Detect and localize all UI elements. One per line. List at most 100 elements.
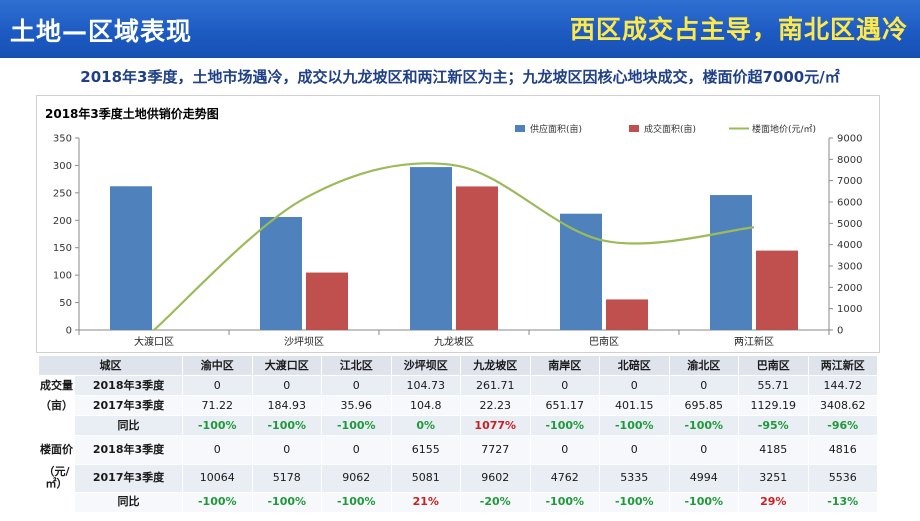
right-axis-tick-label: 8000: [837, 155, 862, 166]
legend-supply-label: 供应面积(亩): [530, 123, 582, 135]
supply-bar: [560, 213, 602, 330]
table-cell: -100%: [251, 415, 322, 437]
row-label: 2018年3季度: [74, 375, 183, 397]
category-label: 大渡口区: [134, 335, 174, 348]
table-cell: 4816: [807, 435, 878, 465]
deal-bar: [756, 250, 798, 330]
table-cell: 10064: [182, 463, 253, 493]
table-row: 同比 -100% -100% -100% 0% 1077% -100% -100% -100%…: [38, 415, 878, 437]
right-axis-tick-label: 4000: [837, 240, 862, 251]
table-cell: 104.8: [390, 395, 461, 417]
right-axis-tick-label: 3000: [837, 262, 862, 273]
table-cell: -100%: [182, 415, 253, 437]
table-cell: 0: [182, 375, 253, 397]
table-cell: 29%: [738, 491, 809, 514]
table-header-row: 城区 渝中区 大渡口区 江北区 沙坪坝区 九龙坡区 南岸区 北碚区 渝北区 巴南区 两江新区: [38, 354, 878, 377]
left-axis-tick-label: 100: [53, 271, 72, 282]
table-cell: 0: [321, 375, 392, 397]
table-cell: 0%: [390, 415, 461, 437]
table-cell: 6155: [390, 435, 461, 465]
table-header-cell: 渝中区: [182, 354, 253, 377]
table-cell: -96%: [807, 415, 878, 437]
legend-deal-swatch: [629, 125, 639, 132]
table-cell: 0: [321, 435, 392, 465]
row-label: 2017年3季度: [74, 463, 183, 493]
price-unit-label: （元/㎡）: [38, 463, 75, 493]
table-cell: -100%: [529, 491, 600, 514]
table-cell: 4762: [529, 463, 600, 493]
table-header-cell: 巴南区: [738, 354, 809, 377]
legend-deal-label: 成交面积(亩): [644, 123, 696, 135]
left-axis-tick-label: 50: [59, 298, 72, 309]
table-cell: 5536: [807, 463, 878, 493]
table-cell: 3251: [738, 463, 809, 493]
table-cell: 0: [668, 435, 739, 465]
table-cell: 0: [182, 435, 253, 465]
table-cell: 5335: [599, 463, 670, 493]
table-cell: 4994: [668, 463, 739, 493]
blank-cell: [38, 491, 75, 514]
page-title: 土地—区域表现: [10, 17, 193, 46]
right-axis-tick-label: 1000: [837, 304, 862, 315]
table-row: 成交量 2018年3季度 0 0 0 104.73 261.71 0 0 0 55.71 144.…: [38, 375, 878, 397]
table-cell: -100%: [668, 491, 739, 514]
deal-bar: [606, 299, 648, 330]
deal-group-label: 成交量: [38, 375, 75, 397]
row-label: 2018年3季度: [74, 435, 183, 465]
district-data-table: 城区 渝中区 大渡口区 江北区 沙坪坝区 九龙坡区 南岸区 北碚区 渝北区 巴南区 两江新区 成交…: [38, 354, 878, 514]
table-cell: -100%: [599, 415, 670, 437]
table-cell: 9602: [460, 463, 531, 493]
left-axis-tick-label: 150: [53, 243, 72, 254]
left-axis-tick-label: 200: [53, 216, 72, 227]
table-cell: -100%: [321, 491, 392, 514]
legend-price-label: 楼面地价(元/㎡): [752, 123, 816, 135]
left-axis-tick-label: 350: [53, 134, 72, 145]
table-cell: -95%: [738, 415, 809, 437]
table-cell: 104.73: [390, 375, 461, 397]
table-cell: -100%: [182, 491, 253, 514]
table-cell: 261.71: [460, 375, 531, 397]
category-label: 沙坪坝区: [284, 335, 324, 348]
supply-bar: [260, 216, 302, 330]
table-header-cell: 两江新区: [807, 354, 878, 377]
right-axis-tick-label: 6000: [837, 198, 862, 209]
table-cell: 5081: [390, 463, 461, 493]
table-cell: 4185: [738, 435, 809, 465]
table-cell: 401.15: [599, 395, 670, 417]
supply-bar: [410, 167, 452, 330]
table-cell: 7727: [460, 435, 531, 465]
table-cell: 21%: [390, 491, 461, 514]
right-axis-tick-label: 5000: [837, 219, 862, 230]
deal-bar: [456, 186, 498, 330]
category-label: 九龙坡区: [434, 335, 474, 348]
table-cell: 695.85: [668, 395, 739, 417]
row-label: 同比: [74, 491, 183, 514]
table-cell: 0: [251, 375, 322, 397]
chart-title: 2018年3季度土地供销价走势图: [45, 106, 219, 121]
right-axis-tick-label: 7000: [837, 176, 862, 187]
table-header-cell: 九龙坡区: [460, 354, 531, 377]
row-label: 2017年3季度: [74, 395, 183, 417]
table-cell: 1077%: [460, 415, 531, 437]
supply-bar: [710, 195, 752, 330]
left-axis-tick-label: 250: [53, 188, 72, 199]
table-header-cell: 北碚区: [599, 354, 670, 377]
page-tagline: 西区成交占主导，南北区遇冷: [569, 15, 908, 44]
table-cell: -100%: [599, 491, 670, 514]
supply-bar: [110, 186, 152, 330]
table-cell: -20%: [460, 491, 531, 514]
land-supply-chart: 2018年3季度土地供销价走势图 0 50 100 150 200 250 300 350 0 10…: [45, 106, 862, 348]
table-cell: -100%: [251, 491, 322, 514]
table-header-cell: 大渡口区: [251, 354, 322, 377]
header-bar: 土地—区域表现 西区成交占主导，南北区遇冷: [0, 0, 920, 58]
table-header-cell: 沙坪坝区: [390, 354, 461, 377]
table-cell: 71.22: [182, 395, 253, 417]
table-row: （亩） 2017年3季度 71.22 184.93 35.96 104.8 22.23 6…: [38, 395, 878, 417]
chart-container: 2018年3季度土地供销价走势图 0 50 100 150 200 250 300 350 0 10…: [36, 95, 880, 353]
left-axis-tick-label: 0: [66, 326, 72, 337]
table-cell: 22.23: [460, 395, 531, 417]
table-cell: -100%: [321, 415, 392, 437]
deal-unit-label: （亩）: [38, 395, 75, 417]
table-cell: -100%: [529, 415, 600, 437]
table-cell: 1129.19: [738, 395, 809, 417]
